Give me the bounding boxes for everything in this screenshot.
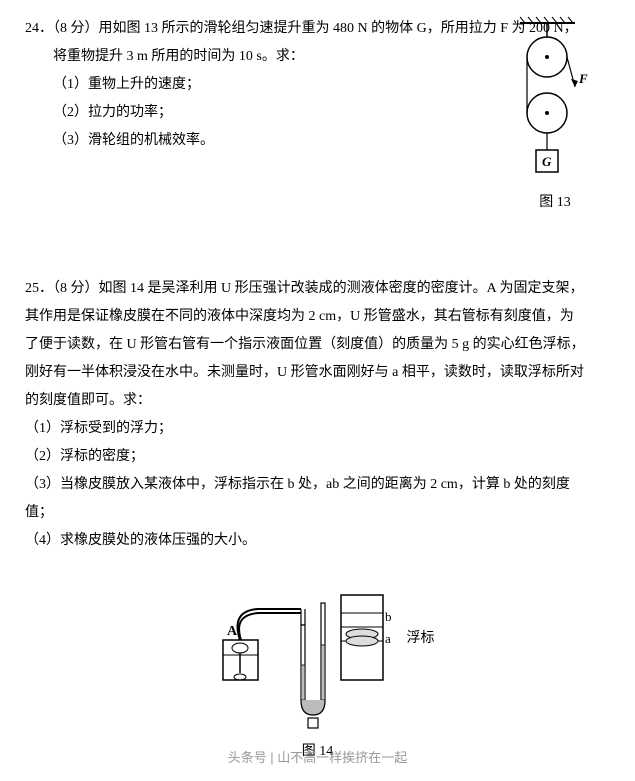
q25-part-3: （3）当橡皮膜放入某液体中，浮标指示在 b 处，ab 之间的距离为 2 cm，计… xyxy=(25,471,610,499)
q25-stem-3: 了便于读数，在 U 形管右管有一个指示液面位置（刻度值）的质量为 5 g 的实心… xyxy=(25,331,610,359)
figure-13: F G 图 13 xyxy=(510,15,600,217)
svg-text:F: F xyxy=(578,71,588,86)
pulley-diagram: F G xyxy=(515,15,595,185)
figure-14: A b a 浮标 图 14 xyxy=(213,585,423,766)
question-24: F G 图 13 24．（8 分）用如图 13 所示的滑轮组匀速提升重为 480… xyxy=(25,15,610,155)
figure-13-caption: 图 13 xyxy=(510,189,600,217)
float-label: 浮标 xyxy=(407,625,435,653)
q25-part-4: （4）求橡皮膜处的液体压强的大小。 xyxy=(25,527,610,555)
q25-stem-2: 其作用是保证橡皮膜在不同的液体中深度均为 2 cm，U 形管盛水，其右管标有刻度… xyxy=(25,303,610,331)
svg-text:b: b xyxy=(385,609,392,624)
q25-stem-5: 的刻度值即可。求： xyxy=(25,387,610,415)
q25-stem-4: 刚好有一半体积浸没在水中。未测量时，U 形管水面刚好与 a 相平，读数时，读取浮… xyxy=(25,359,610,387)
densimeter-diagram: A b a xyxy=(213,585,423,735)
svg-text:A: A xyxy=(227,624,238,639)
q25-stem-1: 25．（8 分）如图 14 是吴泽利用 U 形压强计改装成的测液体密度的密度计。… xyxy=(25,275,610,303)
question-25: 25．（8 分）如图 14 是吴泽利用 U 形压强计改装成的测液体密度的密度计。… xyxy=(25,275,610,555)
q25-part-3b: 值； xyxy=(25,499,610,527)
svg-text:G: G xyxy=(542,154,552,169)
q25-part-2: （2）浮标的密度； xyxy=(25,443,610,471)
svg-text:a: a xyxy=(385,631,391,646)
watermark: 头条号 | 山不高一样挨挤在一起 xyxy=(228,745,408,771)
q25-part-1: （1）浮标受到的浮力； xyxy=(25,415,610,443)
